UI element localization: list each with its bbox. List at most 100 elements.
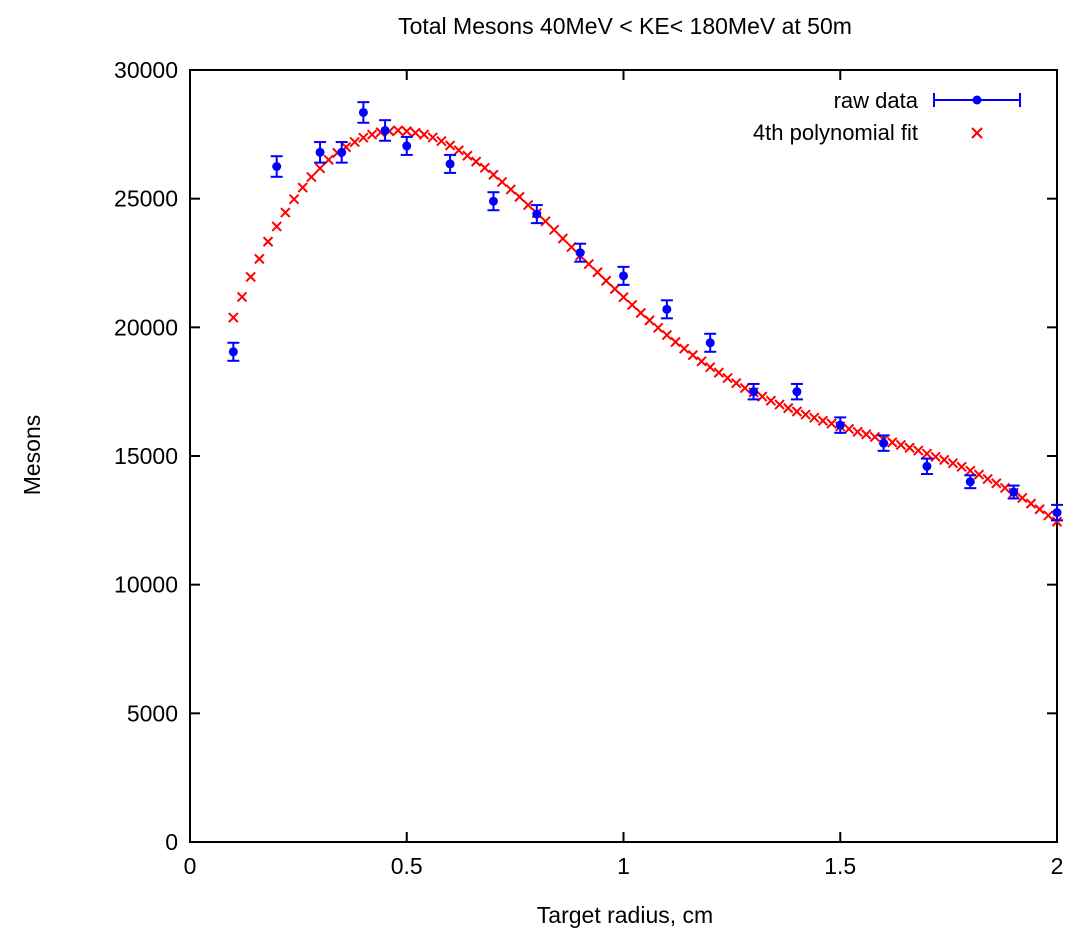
fit-series [228,125,1063,527]
data-point [227,341,240,362]
fit-point [852,426,863,438]
fit-point [661,329,673,341]
y-tick-label: 20000 [114,314,178,340]
fit-point [939,454,950,466]
data-point [704,332,717,353]
fit-point [600,275,612,286]
fit-point [410,127,421,138]
fit-point [514,191,525,203]
x-tick-label: 1.5 [824,853,856,879]
fit-point [644,315,655,326]
data-point [660,299,673,320]
fit-point [973,469,985,480]
data-point [877,434,890,452]
data-point [530,204,543,225]
data-point [379,119,392,142]
fit-point [609,283,621,295]
fit-point [713,367,725,378]
fit-point [366,129,378,140]
data-point [1007,484,1020,500]
fit-point [774,399,785,410]
fit-point [635,307,647,319]
fit-point [895,439,907,451]
fit-point [913,445,924,456]
fit-point [496,176,508,188]
fit-point [488,169,499,180]
fit-point [670,336,681,348]
fit-point [704,362,716,373]
fit-point [982,473,993,485]
fit-point [280,207,291,218]
fit-point [739,382,751,394]
fit-point [288,193,300,205]
y-tick-label: 15000 [114,443,178,469]
x-tick-labels: 0 0.5 1 1.5 2 [184,853,1064,879]
fit-point [809,412,820,423]
data-point [444,153,457,174]
fit-point [297,182,308,193]
fit-point [392,125,404,136]
fit-point [731,377,742,389]
fit-point [965,465,976,476]
x-axis-label: Target radius, cm [537,902,713,928]
data-point [790,382,803,401]
y-axis-label: Mesons [19,415,45,496]
fit-point [826,418,837,429]
fit-point [245,271,256,283]
data-point [574,242,587,263]
fit-point [401,126,412,137]
legend-marker-fit [971,127,983,139]
fit-point [444,140,456,151]
raw-data-series [227,101,1063,522]
fit-point [626,299,638,311]
legend-label-fit: 4th polynomial fit [753,120,918,145]
fit-point [271,221,282,232]
fit-point [548,224,560,236]
y-tick-label: 25000 [114,186,178,212]
fit-point [453,145,464,156]
fit-point [678,343,690,354]
fit-point [783,402,794,414]
fit-point [696,356,707,367]
data-point [1051,503,1063,522]
fit-point [262,236,274,247]
y-tick-label: 5000 [127,700,178,726]
data-point [270,155,283,178]
data-point [487,191,500,212]
fit-point [592,267,603,278]
fit-point [722,372,733,384]
legend: raw data 4th polynomial fit [753,88,1021,145]
y-tick-label: 0 [165,829,178,855]
chart-title: Total Mesons 40MeV < KE< 180MeV at 50m [398,13,852,39]
data-point [834,416,847,434]
data-point [617,265,630,286]
fit-point [314,163,326,174]
axis-ticks [189,69,1058,843]
legend-marker-raw-data [933,93,1021,107]
fit-point [887,437,898,448]
fit-point [557,233,569,244]
fit-point [1017,492,1028,504]
fit-point [462,150,473,161]
data-point [747,382,760,401]
legend-label-raw-data: raw data [834,88,919,113]
fit-point [687,349,699,361]
fit-point [479,162,490,173]
y-tick-label: 30000 [114,57,178,83]
fit-point [254,253,265,265]
fit-point [652,322,664,334]
fit-point [930,451,941,462]
fit-point [800,409,811,420]
fit-point [861,429,872,440]
fit-point [956,461,967,473]
fit-point [869,431,881,443]
fit-point [1043,510,1054,521]
x-tick-label: 1 [617,853,630,879]
x-tick-label: 2 [1051,853,1064,879]
fit-point [306,171,317,183]
fit-point [418,129,430,140]
fit-point [522,199,534,211]
fit-point [921,448,933,459]
fit-point [817,415,829,426]
fit-point [1034,504,1045,515]
